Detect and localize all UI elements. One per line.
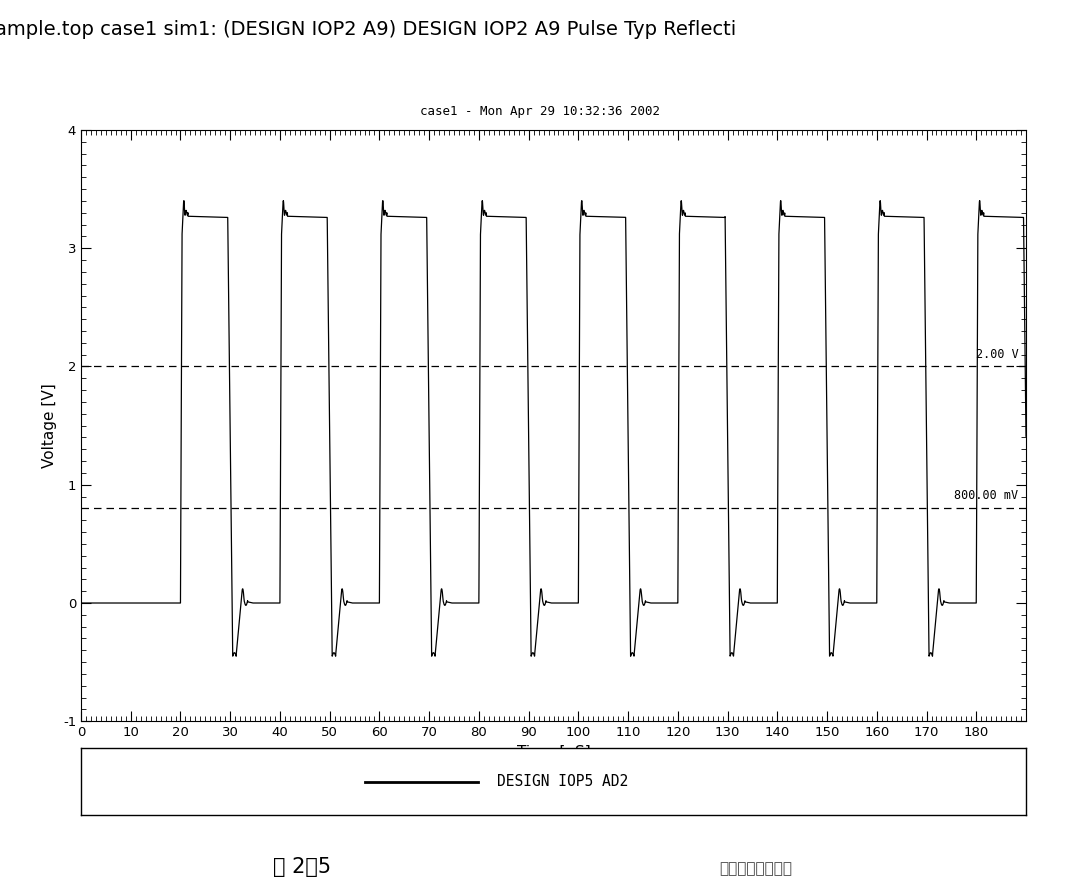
DESIGN IOP5 AD2 — [310, 211, 323, 222]
X-axis label: Time [nS]: Time [nS] — [516, 745, 591, 760]
DESIGN IOP5 AD2 — [376, 195, 389, 206]
DESIGN IOP5 AD2 — [752, 598, 765, 608]
Line: DESIGN IOP5 AD2: DESIGN IOP5 AD2 — [81, 201, 1026, 656]
Text: 硬件十万个为什么: 硬件十万个为什么 — [719, 862, 793, 876]
Y-axis label: Voltage [V]: Voltage [V] — [42, 383, 57, 468]
DESIGN IOP5 AD2 — [681, 211, 694, 221]
DESIGN IOP5 AD2 — [624, 650, 637, 661]
Text: ample.top case1 sim1: (DESIGN IOP2 A9) DESIGN IOP2 A9 Pulse Typ Reflecti: ample.top case1 sim1: (DESIGN IOP2 A9) D… — [0, 20, 735, 39]
DESIGN IOP5 AD2 — [75, 598, 87, 608]
Text: 图 2－5: 图 2－5 — [273, 857, 332, 877]
DESIGN IOP5 AD2 — [522, 375, 535, 386]
Text: DESIGN IOP5 AD2: DESIGN IOP5 AD2 — [497, 774, 629, 789]
DESIGN IOP5 AD2 — [958, 598, 971, 608]
Text: 2.00 V: 2.00 V — [976, 348, 1018, 360]
DESIGN IOP5 AD2 — [1020, 431, 1032, 442]
Text: case1 - Mon Apr 29 10:32:36 2002: case1 - Mon Apr 29 10:32:36 2002 — [420, 105, 660, 118]
Text: 800.00 mV: 800.00 mV — [955, 489, 1018, 503]
DESIGN IOP5 AD2 — [646, 598, 659, 608]
